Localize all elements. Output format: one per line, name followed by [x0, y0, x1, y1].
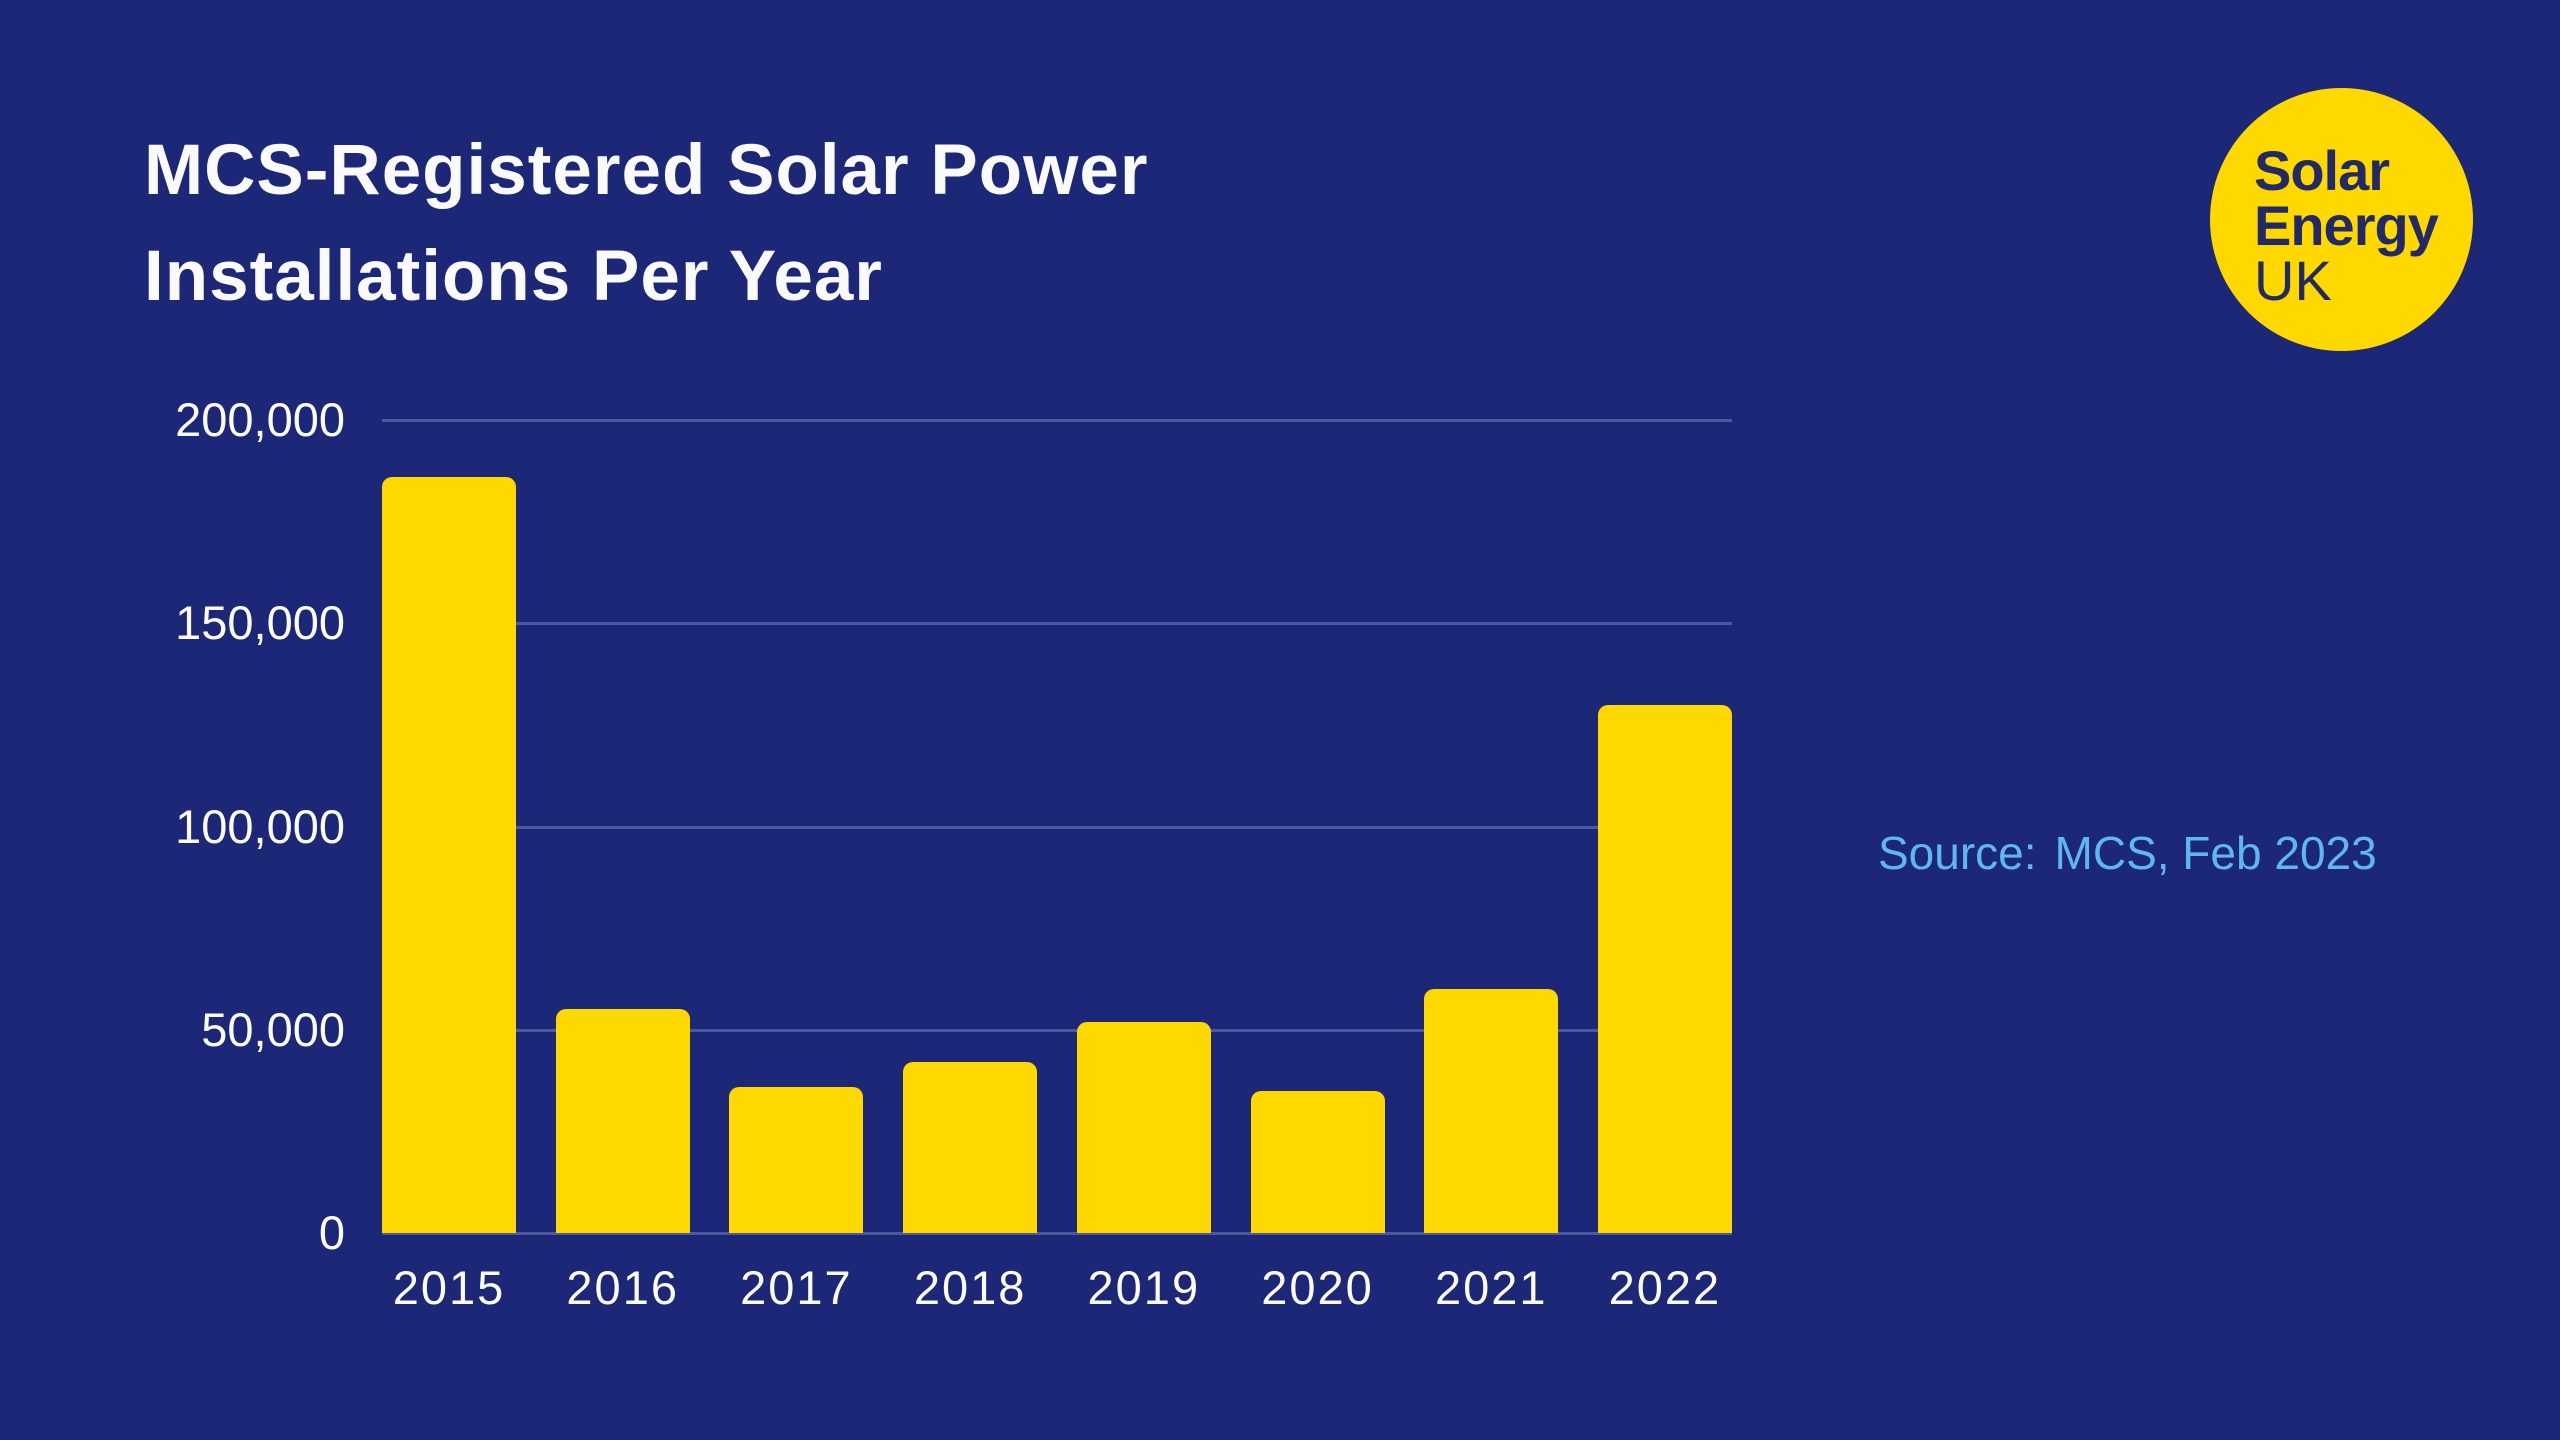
solar-energy-uk-logo: Solar Energy UK: [2210, 88, 2473, 351]
x-axis-label-2018: 2018: [913, 1261, 1027, 1314]
chart-title: MCS-Registered Solar Power Installations…: [144, 118, 1148, 330]
x-axis-label-2015: 2015: [392, 1261, 506, 1314]
gridline-100000: [382, 825, 1732, 829]
logo-text: Solar Energy UK: [2254, 139, 2439, 312]
bars-layer: [382, 420, 1732, 1233]
y-axis-tick-label-50000: 50,000: [201, 1002, 345, 1056]
gridline-0: [382, 1232, 1732, 1235]
x-axis-label-2022: 2022: [1608, 1261, 1722, 1314]
y-axis-tick-label-150000: 150,000: [175, 596, 345, 650]
bar-2016: [555, 1009, 690, 1233]
x-axis-label-layer: 2015 2016 2017 2018 2019 2020 2021 2022: [382, 1260, 1732, 1316]
x-axis-label-2019: 2019: [1087, 1261, 1201, 1314]
bar-2017: [729, 1087, 864, 1233]
bar-2020: [1250, 1091, 1385, 1233]
logo-text-line-1: Solar: [2254, 139, 2390, 202]
y-axis-tick-label-100000: 100,000: [175, 799, 345, 853]
bar-2015: [382, 477, 516, 1233]
x-axis-label-2020: 2020: [1261, 1261, 1374, 1314]
gridline-150000: [382, 622, 1732, 626]
bar-2022: [1597, 705, 1732, 1233]
bar-2018: [903, 1062, 1038, 1233]
source-prefix: Source:: [1878, 827, 2037, 879]
y-axis-tick-label-0: 0: [318, 1206, 345, 1259]
gridline-50000: [382, 1028, 1732, 1032]
bar-2019: [1076, 1022, 1211, 1233]
logo-text-line-2: Energy: [2254, 194, 2439, 257]
logo-text-line-3: UK: [2254, 249, 2332, 312]
y-axis-tick-label-200000: 200,000: [175, 393, 345, 446]
source-value: MCS, Feb 2023: [2054, 827, 2377, 879]
source-note: Source: MCS, Feb 2023: [1878, 825, 2377, 881]
chart-title-line-2: Installations Per Year: [144, 237, 883, 316]
bar-2021: [1424, 989, 1559, 1233]
x-axis-label-2016: 2016: [566, 1261, 679, 1314]
x-axis-label-2017: 2017: [740, 1261, 853, 1314]
gridline-200000: [382, 419, 1732, 422]
x-axis-label-2021: 2021: [1434, 1261, 1548, 1314]
chart-title-line-1: MCS-Registered Solar Power: [144, 131, 1149, 210]
